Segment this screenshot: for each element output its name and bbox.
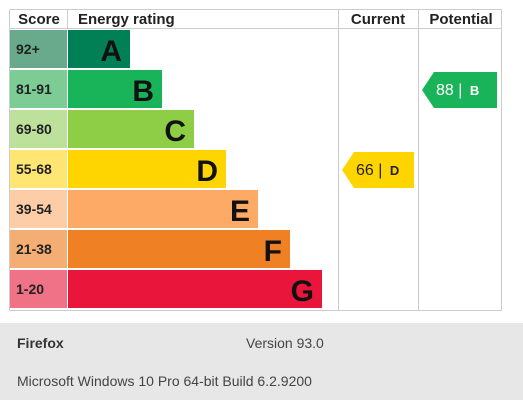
band-bar-c	[68, 110, 194, 148]
band-letter-d: D	[196, 155, 218, 188]
score-label-f: 21-38	[16, 241, 52, 257]
band-letter-e: E	[230, 195, 250, 228]
score-cell-b	[10, 70, 67, 108]
band-bar-f	[68, 230, 290, 268]
current-header: Current	[351, 11, 405, 28]
band-letter-a: A	[100, 35, 122, 68]
score-header: Score	[18, 11, 60, 28]
potential-arrow	[422, 72, 497, 108]
current-value: 66 | D	[356, 162, 399, 179]
score-cell-c	[10, 110, 67, 148]
current-arrow	[342, 152, 414, 188]
potential-value: 88 | B	[436, 82, 479, 99]
score-cell-f	[10, 230, 67, 268]
band-letter-f: F	[264, 235, 282, 268]
score-cell-e	[10, 190, 67, 228]
potential-marker: 88 | B	[422, 72, 497, 108]
score-label-g: 1-20	[16, 281, 44, 297]
current-marker: 66 | D	[342, 152, 414, 188]
band-letter-b: B	[132, 75, 154, 108]
browser-info-footer: Firefox Version 93.0 Microsoft Windows 1…	[0, 323, 523, 400]
score-cell-g	[10, 270, 67, 308]
band-bar-a	[68, 30, 130, 68]
column-headers: Score Energy rating Current Potential	[18, 11, 493, 28]
score-label-b: 81-91	[16, 81, 52, 97]
band-letter-g: G	[291, 275, 314, 308]
band-letter-c: C	[164, 115, 186, 148]
band-bar-d	[68, 150, 226, 188]
score-label-d: 55-68	[16, 161, 52, 177]
operating-system: Microsoft Windows 10 Pro 64-bit Build 6.…	[17, 373, 312, 389]
browser-version: Version 93.0	[246, 335, 324, 351]
score-cell-a	[10, 30, 67, 68]
score-label-a: 92+	[16, 41, 40, 57]
score-label-e: 39-54	[16, 201, 52, 217]
band-bar-g	[68, 270, 322, 308]
band-bar-b	[68, 70, 162, 108]
score-label-c: 69-80	[16, 121, 52, 137]
browser-name: Firefox	[17, 335, 64, 351]
band-bar-e	[68, 190, 258, 228]
energy-rating-chart: Score Energy rating Current Potential 92…	[9, 9, 502, 311]
rating-markers: 66 | D 88 | B	[342, 72, 497, 188]
rating-header: Energy rating	[78, 11, 175, 28]
potential-header: Potential	[429, 11, 492, 28]
chart-grid	[9, 9, 502, 311]
rating-bands: 92+ A 81-91 B 69-80 C 55-68 D 39-54 E 21-38 F 1-20 G	[10, 30, 322, 308]
score-cell-d	[10, 150, 67, 188]
